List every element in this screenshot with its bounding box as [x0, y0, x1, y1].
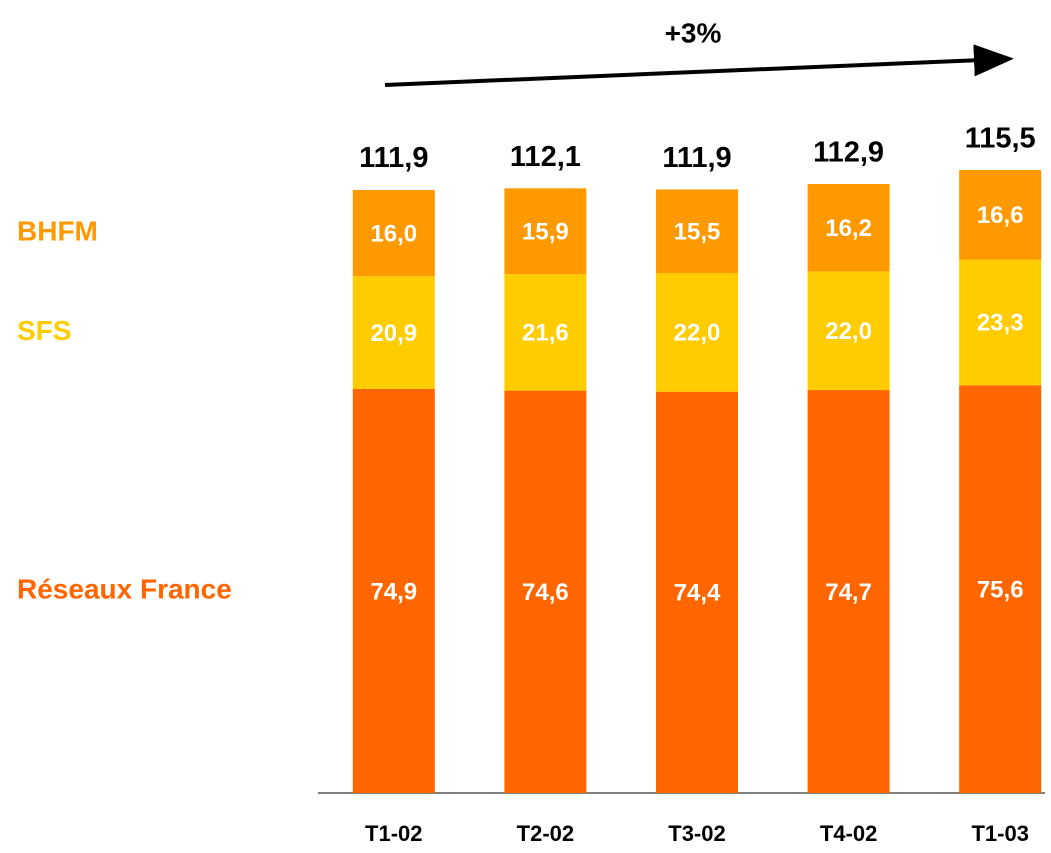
bar-segment [352, 189, 435, 277]
bar-segment [504, 274, 587, 391]
segment-label: 74,4 [674, 580, 721, 607]
x-tick-label: T3-02 [668, 821, 725, 846]
segment-label: 22,0 [674, 320, 721, 347]
bar-segment [959, 170, 1042, 260]
total-label: 111,9 [662, 142, 731, 174]
segment-label: 21,6 [522, 320, 569, 347]
bar-segment [959, 259, 1042, 386]
bar-segment [807, 184, 890, 272]
bar-segment [807, 271, 890, 391]
bar-segment [656, 189, 738, 274]
total-label: 111,9 [359, 142, 428, 174]
segment-label: 22,0 [825, 318, 872, 345]
legend-label: SFS [17, 315, 71, 346]
x-tick-label: T2-02 [517, 821, 574, 846]
x-tick-label: T1-02 [365, 821, 422, 846]
annotation: +3% [665, 17, 722, 48]
legend-label: BHFM [17, 215, 98, 246]
total-label: 112,1 [510, 141, 581, 173]
segment-label: 74,9 [370, 578, 417, 605]
segment-label: 15,9 [522, 219, 569, 246]
bar-segment [656, 273, 738, 392]
segment-label: 20,9 [370, 320, 417, 347]
total-label: 115,5 [965, 123, 1036, 155]
bar-segment [504, 390, 587, 793]
bar-segment [352, 388, 435, 793]
bar-segment [504, 188, 587, 275]
segment-label: 16,6 [977, 202, 1024, 229]
x-tick-label: T1-03 [971, 821, 1028, 846]
segment-label: 75,6 [977, 576, 1024, 603]
segment-label: 74,7 [825, 579, 872, 606]
segment-label: 16,0 [370, 220, 417, 247]
legend-label: Réseaux France [17, 573, 232, 604]
total-label: 112,9 [813, 137, 884, 169]
bar-segment [807, 390, 890, 793]
bar-segment [959, 385, 1042, 793]
segment-label: 16,2 [825, 215, 872, 242]
trend-arrow [384, 44, 1014, 87]
segment-label: 74,6 [522, 579, 569, 606]
segment-label: 23,3 [977, 310, 1024, 337]
bar-segment [656, 391, 738, 793]
segment-label: 15,5 [674, 219, 721, 246]
bar-segment [352, 276, 435, 389]
x-tick-label: T4-02 [820, 821, 877, 846]
